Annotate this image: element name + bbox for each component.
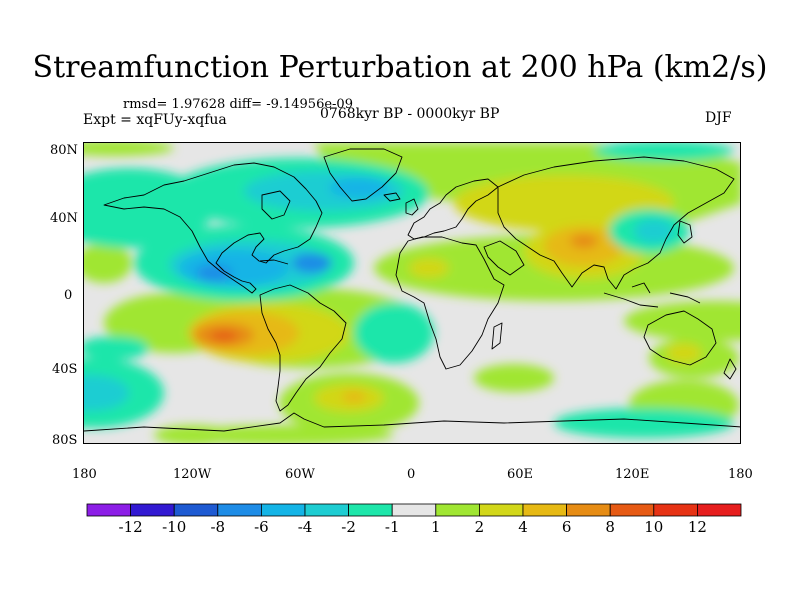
colorbar-tick-label: -12 xyxy=(118,518,143,536)
colorbar-tick-label: 10 xyxy=(644,518,664,536)
map-svg xyxy=(84,143,740,443)
season-label: DJF xyxy=(705,110,732,126)
colorbar-tick-label: -6 xyxy=(254,518,269,536)
lon-label-60e: 60E xyxy=(507,467,534,482)
colorbar-tick-label: -2 xyxy=(341,518,356,536)
experiment-label: Expt = xqFUy-xqfua xyxy=(83,112,227,128)
colorbar-swatch xyxy=(304,503,349,517)
colorbar-swatch xyxy=(435,503,480,517)
coast-north-america xyxy=(103,162,323,294)
colorbar-swatch xyxy=(217,503,262,517)
lon-label-120e: 120E xyxy=(615,467,650,482)
colorbar-tick-label: 4 xyxy=(518,518,528,536)
coast-antarctica xyxy=(84,412,740,432)
colorbar-swatch xyxy=(478,503,524,517)
colorbar-swatch xyxy=(86,503,131,517)
coast-iceland xyxy=(383,192,401,202)
colorbar-tick-label: 6 xyxy=(561,518,572,536)
colorbar-swatch xyxy=(609,503,655,517)
colorbar-swatch xyxy=(173,503,219,517)
coast-south-america xyxy=(259,284,347,412)
colorbar-swatch xyxy=(348,503,393,517)
coastlines xyxy=(84,148,740,432)
lon-label-180e: 180 xyxy=(728,467,753,482)
coast-africa xyxy=(395,236,505,370)
lon-label-0: 0 xyxy=(407,467,416,482)
colorbar-swatch xyxy=(697,503,742,517)
coast-new-zealand xyxy=(723,358,737,380)
colorbar-tick-label: 8 xyxy=(605,518,615,536)
lat-label-40s: 40S xyxy=(52,362,78,377)
colorbar-swatch xyxy=(566,503,611,517)
colorbar-swatch xyxy=(653,503,698,517)
colorbar-tick-label: 1 xyxy=(431,518,441,536)
colorbar-tick-label: -10 xyxy=(162,518,187,536)
colorbar-swatch xyxy=(260,503,306,517)
lat-label-40n: 40N xyxy=(50,211,78,226)
coast-uk xyxy=(405,198,419,216)
anomaly-field xyxy=(84,143,740,443)
lon-label-120w: 120W xyxy=(173,467,212,482)
colorbar-tick-label: -8 xyxy=(210,518,226,536)
coast-greenland xyxy=(323,148,403,202)
colorbar-tick-label: 12 xyxy=(687,518,707,536)
coast-australia xyxy=(643,310,717,366)
stats-text: rmsd= 1.97628 diff= -9.14956e-09 xyxy=(123,97,353,112)
coast-cuba xyxy=(259,259,289,265)
lat-label-80s: 80S xyxy=(52,433,78,448)
colorbar-swatch xyxy=(391,503,437,517)
lon-label-60w: 60W xyxy=(285,467,315,482)
coast-europe xyxy=(407,178,499,240)
colorbar xyxy=(86,503,742,517)
lat-label-0: 0 xyxy=(64,288,73,303)
colorbar-tick-label: -4 xyxy=(297,518,313,536)
period-label: 0768kyr BP - 0000kyr BP xyxy=(320,106,500,122)
colorbar-swatch xyxy=(130,503,175,517)
map-panel xyxy=(83,142,741,444)
coast-japan xyxy=(677,220,693,244)
coast-arabia xyxy=(483,240,525,276)
lon-label-180w: 180 xyxy=(72,467,97,482)
lat-label-80n: 80N xyxy=(50,143,78,158)
chart-title: Streamfunction Perturbation at 200 hPa (… xyxy=(32,50,768,85)
coast-asia xyxy=(497,156,735,290)
colorbar-swatch xyxy=(522,503,567,517)
colorbar-tick-label: -1 xyxy=(384,518,400,536)
coast-indonesia xyxy=(603,282,701,308)
coast-madagascar xyxy=(491,322,503,350)
coast-hudson-bay xyxy=(261,190,291,220)
colorbar-tick-label: 2 xyxy=(474,518,485,536)
